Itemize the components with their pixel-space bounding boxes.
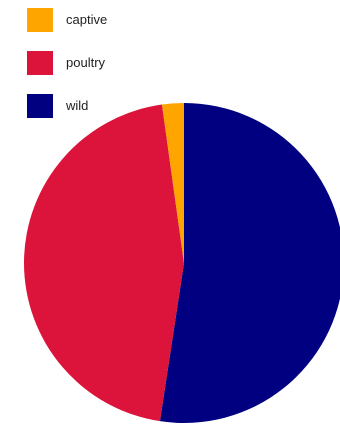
legend-label-poultry: poultry xyxy=(66,55,106,70)
pie-slices xyxy=(24,103,340,423)
pie-slice-captive xyxy=(161,103,184,263)
legend-label-captive: captive xyxy=(66,12,107,27)
legend-label-wild: wild xyxy=(65,98,88,113)
legend-swatch-wild xyxy=(27,94,53,118)
legend-swatch-captive xyxy=(27,8,53,32)
legend-swatch-poultry xyxy=(27,51,53,75)
pie-slice-poultry xyxy=(24,104,185,422)
legend: captive poultry wild xyxy=(27,8,107,118)
pie-slice-wild xyxy=(159,103,340,423)
